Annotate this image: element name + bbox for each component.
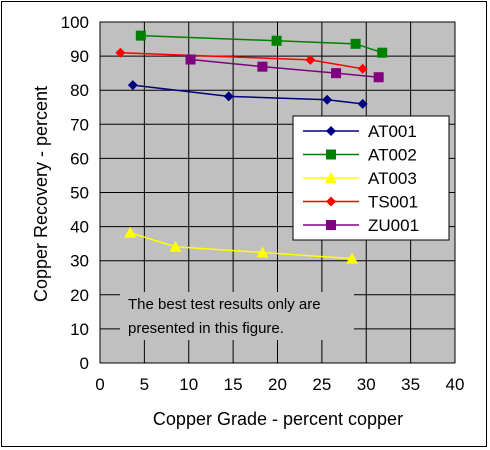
y-axis-title: Copper Recovery - percent bbox=[31, 86, 51, 302]
annotation-box bbox=[120, 292, 354, 340]
y-tick-label: 10 bbox=[70, 320, 89, 339]
x-tick-label: 20 bbox=[268, 375, 287, 394]
y-tick-label: 20 bbox=[70, 286, 89, 305]
data-point bbox=[373, 72, 384, 83]
x-tick-label: 0 bbox=[95, 375, 104, 394]
y-tick-label: 0 bbox=[80, 354, 89, 373]
x-tick-label: 25 bbox=[312, 375, 331, 394]
data-point bbox=[357, 98, 368, 109]
data-point bbox=[322, 94, 333, 105]
legend-entry-at002: AT002 bbox=[303, 146, 417, 165]
annotation-line-1: The best test results only are bbox=[128, 296, 321, 313]
legend-label: ZU001 bbox=[368, 216, 419, 235]
x-tick-label: 15 bbox=[224, 375, 243, 394]
series-at003 bbox=[124, 226, 359, 264]
x-tick-label: 5 bbox=[140, 375, 149, 394]
data-point bbox=[115, 47, 126, 58]
x-tick-label: 10 bbox=[179, 375, 198, 394]
y-tick-label: 60 bbox=[70, 149, 89, 168]
legend-marker bbox=[325, 172, 337, 183]
data-point bbox=[185, 54, 196, 65]
series-at002 bbox=[135, 30, 388, 58]
data-point bbox=[350, 38, 361, 49]
x-axis-title: Copper Grade - percent copper bbox=[153, 409, 403, 429]
legend-entry-ts001: TS001 bbox=[303, 193, 418, 212]
data-point bbox=[124, 226, 137, 238]
y-tick-label: 80 bbox=[70, 81, 89, 100]
y-tick-label: 30 bbox=[70, 252, 89, 271]
data-point bbox=[357, 63, 368, 74]
series-group bbox=[115, 30, 388, 264]
legend-marker bbox=[326, 196, 336, 207]
y-tick-labels: 0 10 20 30 40 50 60 70 80 90 100 bbox=[61, 13, 89, 373]
legend: AT001 AT002 AT003 TS001 ZU001 bbox=[292, 115, 450, 241]
data-point bbox=[169, 240, 182, 252]
data-point bbox=[271, 35, 282, 46]
x-tick-labels: 0 5 10 15 20 25 30 35 40 bbox=[95, 375, 464, 394]
series-zu001 bbox=[185, 54, 384, 83]
x-tick-label: 35 bbox=[401, 375, 420, 394]
series-ts001 bbox=[115, 47, 368, 74]
series-line bbox=[140, 34, 383, 54]
data-point bbox=[135, 30, 146, 41]
x-tick-label: 30 bbox=[357, 375, 376, 394]
y-tick-label: 70 bbox=[70, 115, 89, 134]
series-line bbox=[132, 84, 363, 105]
legend-entry-at003: AT003 bbox=[303, 169, 417, 188]
data-point bbox=[127, 80, 138, 91]
y-tick-label: 50 bbox=[70, 184, 89, 203]
data-point bbox=[331, 68, 342, 79]
series-line bbox=[129, 232, 353, 260]
legend-entry-at001: AT001 bbox=[303, 122, 417, 141]
legend-label: AT001 bbox=[368, 122, 417, 141]
series-line bbox=[190, 58, 379, 78]
x-tick-label: 40 bbox=[446, 375, 465, 394]
y-tick-label: 90 bbox=[70, 47, 89, 66]
legend-label: TS001 bbox=[368, 193, 418, 212]
legend-marker bbox=[326, 220, 336, 230]
legend-entry-zu001: ZU001 bbox=[303, 216, 419, 235]
data-point bbox=[377, 47, 388, 58]
series-at001 bbox=[127, 80, 368, 109]
data-point bbox=[223, 91, 234, 102]
data-point bbox=[305, 54, 316, 65]
data-point bbox=[346, 252, 359, 264]
legend-label: AT003 bbox=[368, 169, 417, 188]
data-point bbox=[257, 61, 268, 72]
y-tick-label: 40 bbox=[70, 218, 89, 237]
legend-label: AT002 bbox=[368, 146, 417, 165]
annotation-line-2: presented in this figure. bbox=[128, 320, 284, 337]
legend-marker bbox=[326, 126, 336, 136]
data-point bbox=[256, 246, 269, 258]
legend-marker bbox=[326, 149, 336, 160]
y-tick-label: 100 bbox=[61, 13, 89, 32]
